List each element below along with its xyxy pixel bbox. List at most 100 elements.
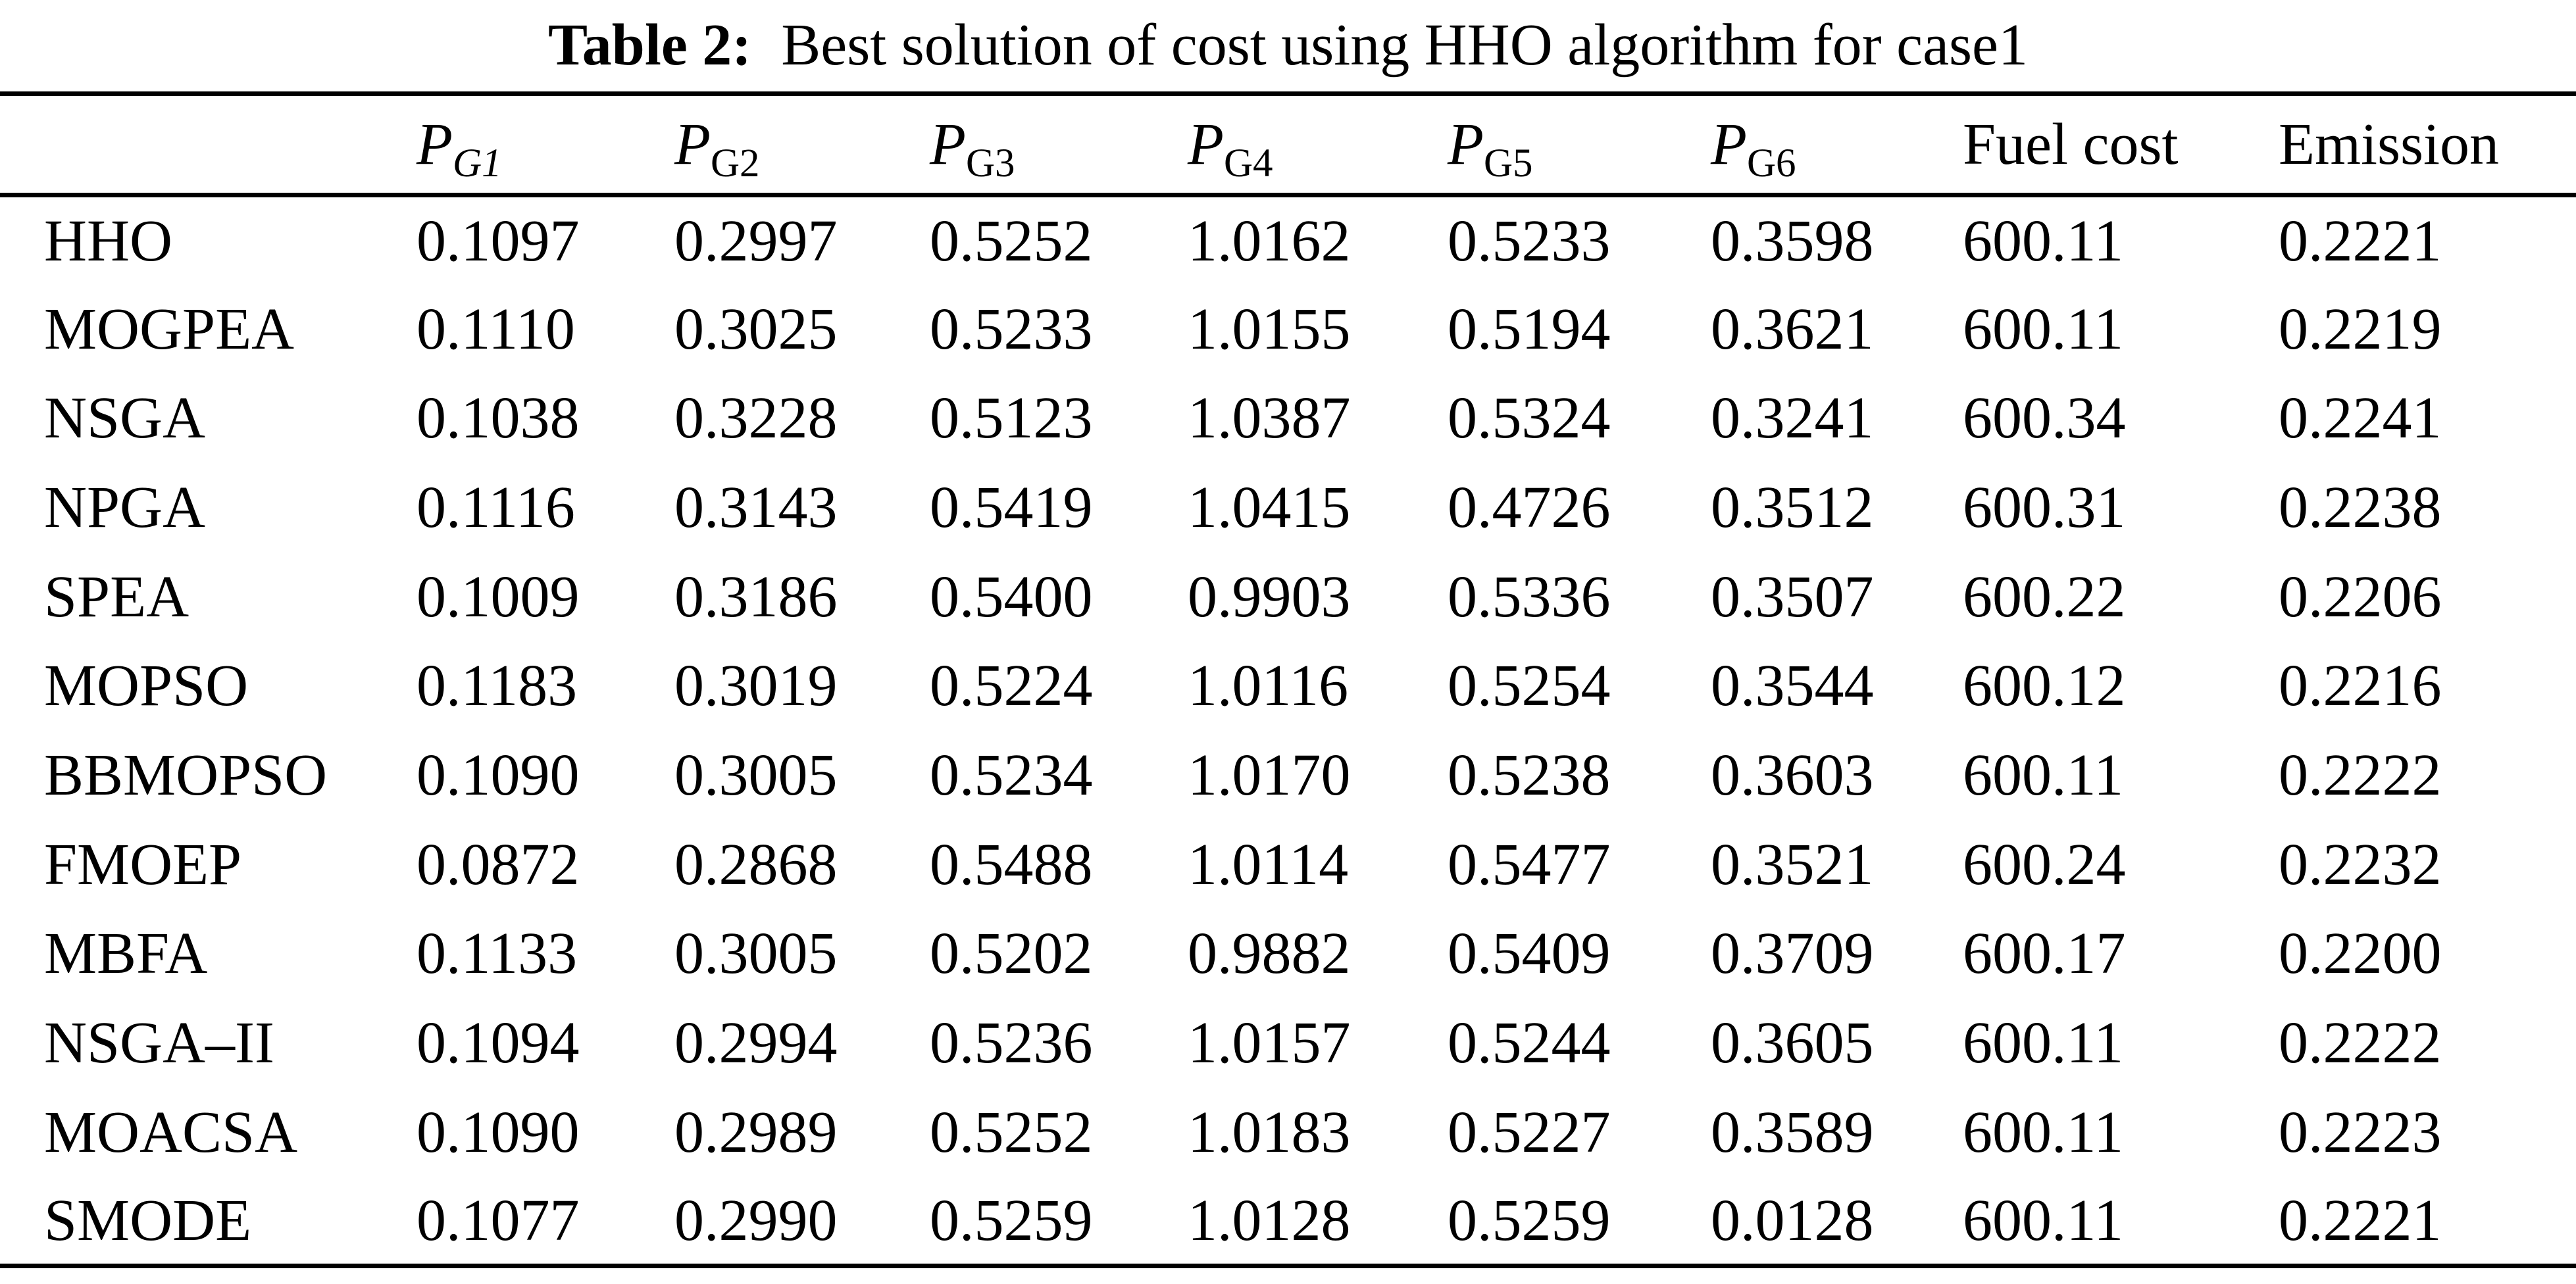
- value-cell: 600.11: [1963, 742, 2124, 808]
- value-cell: 0.5224: [930, 653, 1093, 719]
- value-cell: 0.5488: [930, 831, 1093, 897]
- value-cell: 0.3512: [1711, 474, 1874, 540]
- value-cell: 0.3605: [1711, 1010, 1874, 1076]
- pg2-subscript: G2: [710, 141, 760, 185]
- value-cell: 0.5400: [930, 564, 1093, 630]
- value-cell: 600.34: [1963, 385, 2126, 451]
- value-cell: 0.3005: [674, 921, 838, 987]
- value-cell: 0.2206: [2279, 564, 2442, 630]
- value-cell: 600.17: [1963, 921, 2126, 987]
- value-cell: 0.1038: [417, 385, 580, 451]
- method-cell: NPGA: [44, 474, 206, 540]
- value-cell: 0.3598: [1711, 208, 1874, 274]
- value-cell: 1.0155: [1188, 296, 1351, 362]
- value-cell: 0.5259: [930, 1187, 1093, 1253]
- table-row: NSGA 0.1038 0.3228 0.5123 1.0387 0.5324 0.3241…: [0, 374, 2576, 463]
- table-row: NSGA–II 0.1094 0.2994 0.5236 1.0157 0.5244 0.3…: [0, 999, 2576, 1088]
- value-cell: 0.1090: [417, 1099, 580, 1165]
- value-cell: 0.1090: [417, 742, 580, 808]
- method-cell: FMOEP: [44, 831, 242, 897]
- method-cell: MOACSA: [44, 1099, 298, 1165]
- value-cell: 1.0157: [1188, 1010, 1351, 1076]
- pg4-symbol: P: [1188, 112, 1224, 177]
- value-cell: 0.2232: [2279, 831, 2442, 897]
- table-header: PG1 PG2 PG3 PG4 PG5 PG6 Fuel cost Emissi…: [0, 94, 2576, 195]
- value-cell: 1.0415: [1188, 474, 1351, 540]
- table-row: MOPSO 0.1183 0.3019 0.5224 1.0116 0.5254 0.354…: [0, 641, 2576, 731]
- value-cell: 0.2222: [2279, 742, 2442, 808]
- table-caption-title: Best solution of cost using HHO algorith…: [781, 12, 2028, 78]
- value-cell: 600.12: [1963, 653, 2126, 719]
- value-cell: 0.2200: [2279, 921, 2442, 987]
- value-cell: 0.3228: [674, 385, 838, 451]
- header-pg6-cell: PG6: [1711, 94, 1963, 195]
- value-cell: 600.11: [1963, 1187, 2124, 1253]
- method-cell: NSGA–II: [44, 1010, 274, 1076]
- value-cell: 0.5236: [930, 1010, 1093, 1076]
- value-cell: 1.0387: [1188, 385, 1351, 451]
- header-pg3-cell: PG3: [930, 94, 1188, 195]
- value-cell: 0.3603: [1711, 742, 1874, 808]
- pg3-symbol: P: [930, 112, 966, 177]
- pg2-symbol: P: [674, 112, 711, 177]
- pg5-subscript: G5: [1483, 141, 1533, 185]
- header-pg1-cell: PG1: [417, 94, 674, 195]
- value-cell: 0.3507: [1711, 564, 1874, 630]
- value-cell: 0.3005: [674, 742, 838, 808]
- table-caption: Table 2: Best solution of cost using HHO…: [0, 0, 2576, 86]
- value-cell: 0.2223: [2279, 1099, 2442, 1165]
- pg4-subscript: G4: [1223, 141, 1273, 185]
- pg6-symbol: P: [1711, 112, 1747, 177]
- table-row: SMODE 0.1077 0.2990 0.5259 1.0128 0.5259 0.012…: [0, 1177, 2576, 1266]
- value-cell: 1.0128: [1188, 1187, 1351, 1253]
- value-cell: 0.3589: [1711, 1099, 1874, 1165]
- table-row: BBMOPSO 0.1090 0.3005 0.5234 1.0170 0.5238 0.3…: [0, 731, 2576, 820]
- table-caption-label: Table 2:: [548, 12, 752, 78]
- pg6-subscript: G6: [1746, 141, 1796, 185]
- value-cell: 0.3186: [674, 564, 838, 630]
- value-cell: 0.3709: [1711, 921, 1874, 987]
- value-cell: 0.4726: [1448, 474, 1611, 540]
- method-cell: NSGA: [44, 385, 206, 451]
- pg5-symbol: P: [1448, 112, 1484, 177]
- value-cell: 1.0116: [1188, 653, 1349, 719]
- value-cell: 0.2221: [2279, 1187, 2442, 1253]
- value-cell: 0.2990: [674, 1187, 838, 1253]
- value-cell: 0.2221: [2279, 208, 2442, 274]
- value-cell: 600.22: [1963, 564, 2126, 630]
- value-cell: 0.5194: [1448, 296, 1611, 362]
- value-cell: 600.24: [1963, 831, 2126, 897]
- value-cell: 600.11: [1963, 208, 2124, 274]
- value-cell: 0.1133: [417, 921, 578, 987]
- value-cell: 0.5238: [1448, 742, 1611, 808]
- header-pg4-cell: PG4: [1188, 94, 1448, 195]
- pg1-symbol: P: [417, 112, 453, 177]
- pg3-subscript: G3: [965, 141, 1015, 185]
- value-cell: 0.5233: [1448, 208, 1611, 274]
- value-cell: 600.31: [1963, 474, 2126, 540]
- value-cell: 0.5419: [930, 474, 1093, 540]
- value-cell: 1.0162: [1188, 208, 1351, 274]
- value-cell: 0.0128: [1711, 1187, 1874, 1253]
- table-row: SPEA 0.1009 0.3186 0.5400 0.9903 0.5336 0.3507…: [0, 552, 2576, 641]
- value-cell: 0.5233: [930, 296, 1093, 362]
- value-cell: 0.5254: [1448, 653, 1611, 719]
- results-table: PG1 PG2 PG3 PG4 PG5 PG6 Fuel cost Emissi…: [0, 91, 2576, 1269]
- value-cell: 0.5477: [1448, 831, 1611, 897]
- value-cell: 0.5252: [930, 208, 1093, 274]
- method-cell: HHO: [44, 208, 172, 274]
- value-cell: 600.11: [1963, 1010, 2124, 1076]
- method-cell: MOPSO: [44, 653, 249, 719]
- header-row: PG1 PG2 PG3 PG4 PG5 PG6 Fuel cost Emissi…: [0, 94, 2576, 195]
- value-cell: 0.1097: [417, 208, 580, 274]
- header-pg2-cell: PG2: [674, 94, 930, 195]
- value-cell: 0.2994: [674, 1010, 838, 1076]
- method-cell: MBFA: [44, 921, 208, 987]
- value-cell: 0.3521: [1711, 831, 1874, 897]
- header-emission-cell: Emission: [2279, 112, 2500, 177]
- value-cell: 0.1094: [417, 1010, 580, 1076]
- value-cell: 0.3143: [674, 474, 838, 540]
- value-cell: 0.2989: [674, 1099, 838, 1165]
- table-row: MOGPEA 0.1110 0.3025 0.5233 1.0155 0.5194 0.36…: [0, 284, 2576, 374]
- value-cell: 0.0872: [417, 831, 580, 897]
